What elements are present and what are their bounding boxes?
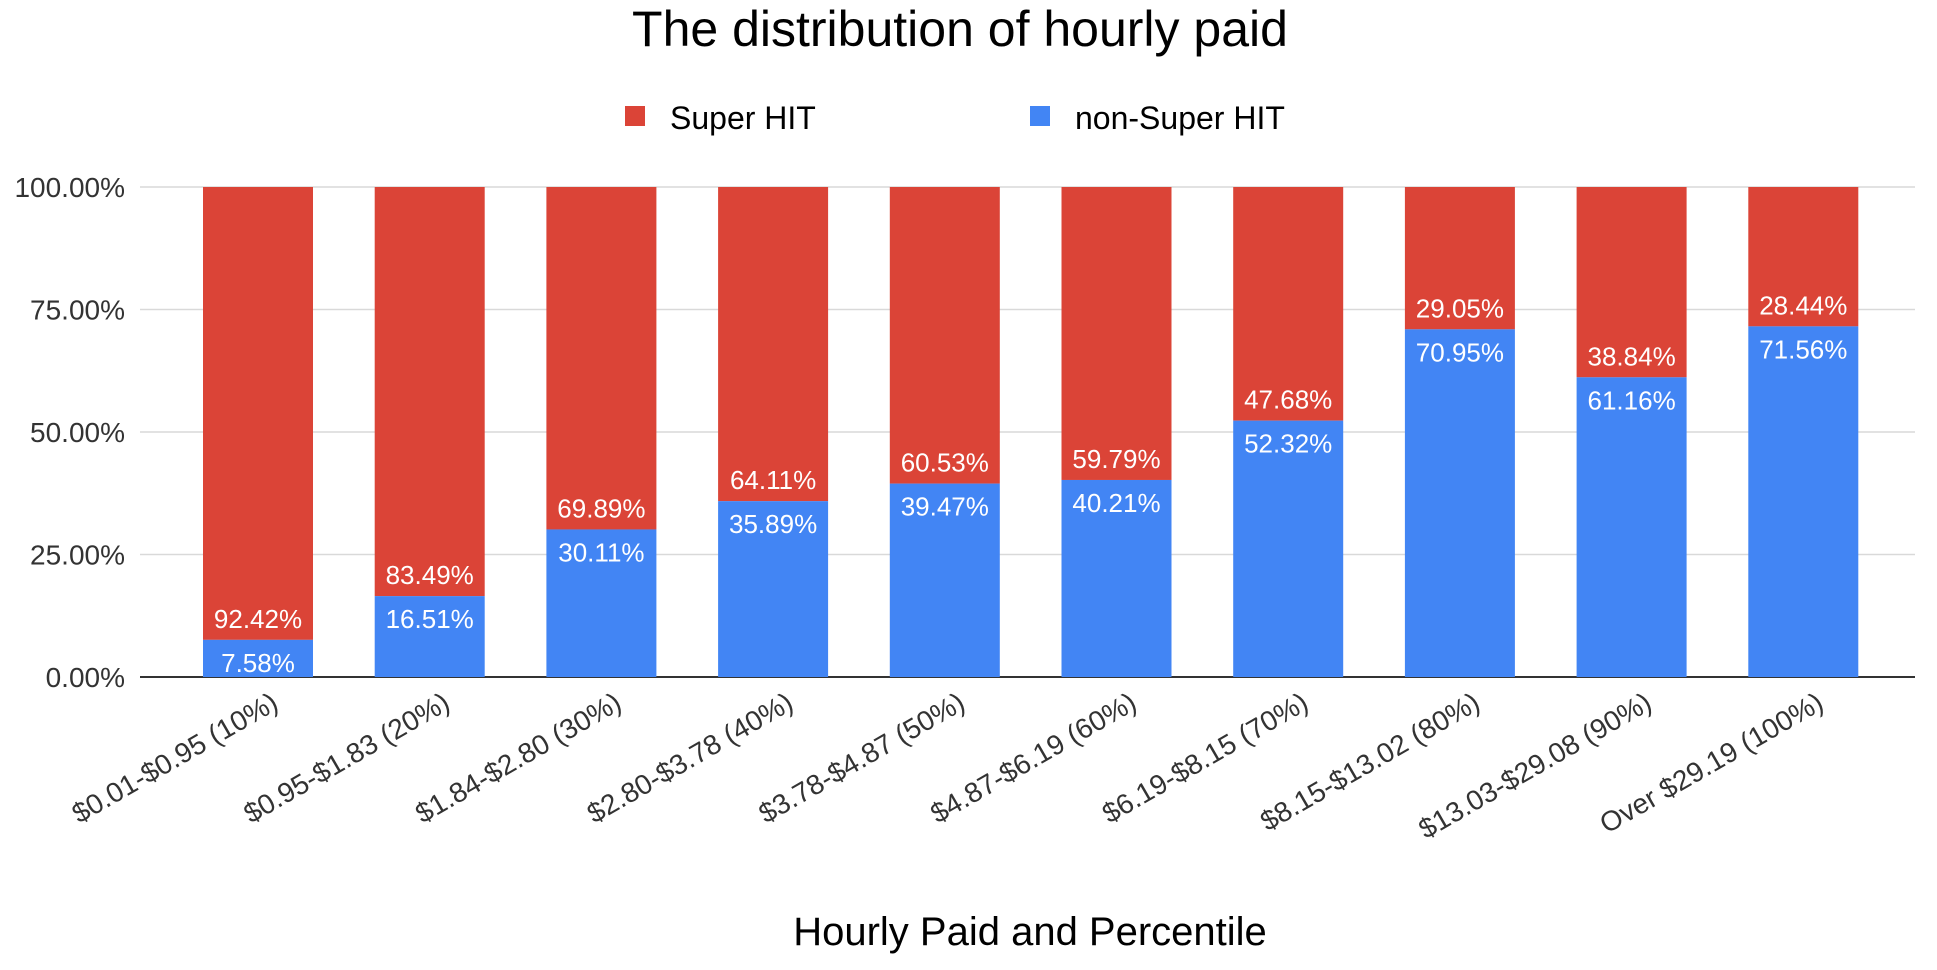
data-label-super-hit: 47.68%: [1244, 385, 1332, 415]
data-label-super-hit: 28.44%: [1759, 290, 1847, 320]
bar-super-hit: [1061, 187, 1172, 480]
bar-non-super-hit: [374, 596, 485, 677]
bar-non-super-hit: [889, 483, 1000, 677]
bar-super-hit: [203, 187, 313, 640]
data-label-super-hit: 69.89%: [557, 493, 645, 523]
bar-non-super-hit: [203, 639, 313, 677]
data-label-non-super-hit: 7.58%: [221, 648, 295, 678]
legend-label: Super HIT: [670, 100, 816, 136]
y-tick-label: 50.00%: [30, 417, 125, 448]
legend: Super HIT non-Super HIT: [625, 100, 1285, 136]
bar-non-super-hit: [1576, 377, 1687, 677]
y-tick-label: 25.00%: [30, 540, 125, 571]
data-label-non-super-hit: 40.21%: [1072, 488, 1160, 518]
data-label-non-super-hit: 16.51%: [386, 604, 474, 634]
bar-super-hit: [1576, 187, 1687, 378]
data-label-non-super-hit: 61.16%: [1588, 385, 1676, 415]
bar-non-super-hit: [1404, 329, 1515, 677]
data-label-non-super-hit: 30.11%: [558, 537, 644, 567]
bar-super-hit: [1748, 187, 1859, 327]
legend-label: non-Super HIT: [1075, 100, 1285, 136]
bar-super-hit: [1233, 187, 1344, 421]
y-tick-label: 75.00%: [30, 295, 125, 326]
bar-non-super-hit: [1233, 420, 1344, 677]
y-tick-label: 100.00%: [14, 172, 125, 203]
bar-non-super-hit: [546, 529, 657, 677]
legend-swatch: [625, 106, 645, 126]
data-label-super-hit: 64.11%: [730, 465, 816, 495]
bar-non-super-hit: [718, 501, 829, 677]
chart-title: The distribution of hourly paid: [632, 1, 1288, 57]
bar-labels: 92.42% 7.58% 83.49% 16.51% 69.89% 30.11% 64.11…: [214, 290, 1847, 678]
data-label-super-hit: 59.79%: [1072, 444, 1160, 474]
y-tick-label: 0.00%: [46, 662, 125, 693]
y-axis: 0.00% 25.00% 50.00% 75.00% 100.00%: [14, 172, 125, 693]
bar-super-hit: [889, 187, 1000, 484]
data-label-non-super-hit: 70.95%: [1416, 337, 1504, 367]
bar-non-super-hit: [1061, 479, 1172, 677]
data-label-non-super-hit: 71.56%: [1759, 334, 1847, 364]
bars: [203, 187, 1859, 677]
x-axis: $0.01-$0.95 (10%)$0.95-$1.83 (20%)$1.84-…: [67, 686, 1829, 844]
data-label-super-hit: 38.84%: [1588, 341, 1676, 371]
data-label-super-hit: 92.42%: [214, 604, 302, 634]
x-axis-title: Hourly Paid and Percentile: [793, 910, 1267, 954]
legend-swatch: [1030, 106, 1050, 126]
data-label-super-hit: 29.05%: [1416, 293, 1504, 323]
bar-super-hit: [1404, 187, 1515, 330]
data-label-non-super-hit: 52.32%: [1244, 429, 1332, 459]
bar-super-hit: [718, 187, 829, 502]
bar-super-hit: [546, 187, 657, 530]
bar-super-hit: [374, 187, 485, 597]
bar-non-super-hit: [1748, 326, 1859, 677]
data-label-non-super-hit: 35.89%: [729, 509, 817, 539]
data-label-super-hit: 83.49%: [386, 560, 474, 590]
data-label-super-hit: 60.53%: [901, 448, 989, 478]
data-label-non-super-hit: 39.47%: [901, 492, 989, 522]
